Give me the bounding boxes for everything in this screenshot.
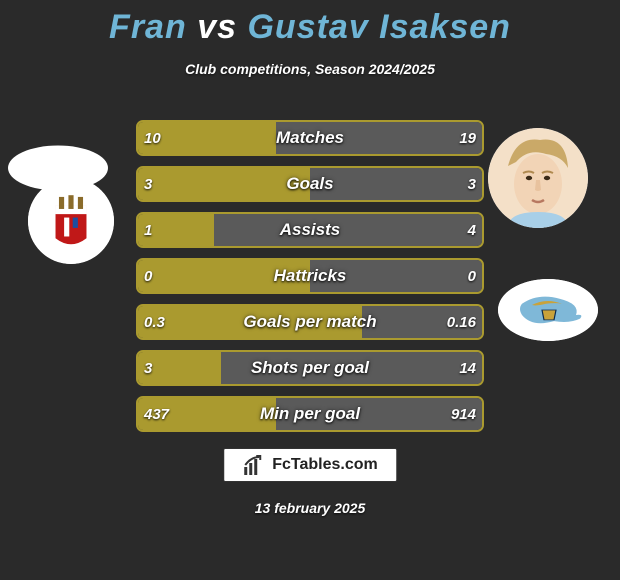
stat-row: Goals33: [136, 166, 484, 202]
stat-seg-player2: [214, 214, 482, 246]
brand-badge: FcTables.com: [223, 448, 397, 482]
player2-name: Gustav Isaksen: [247, 8, 510, 46]
stat-seg-player2: [310, 168, 482, 200]
comparison-date: 13 february 2025: [0, 500, 620, 516]
stat-bar-track: [136, 350, 484, 386]
fctables-logo-icon: [242, 453, 266, 477]
stat-seg-player2: [362, 306, 482, 338]
subtitle: Club competitions, Season 2024/2025: [0, 61, 620, 77]
stat-seg-player1: [138, 398, 276, 430]
stat-seg-player1: [138, 306, 362, 338]
stats-bars: Matches1019 Goals33 Assists14 Hattricks00 Go…: [136, 120, 484, 442]
player2-club-crest: [498, 279, 598, 341]
player1-club-crest: [28, 178, 114, 264]
stat-seg-player1: [138, 168, 310, 200]
player2-avatar: [488, 128, 588, 228]
stat-row: Matches1019: [136, 120, 484, 156]
crest-braga-icon: [28, 178, 114, 264]
stat-row: Shots per goal314: [136, 350, 484, 386]
stat-seg-player2: [276, 122, 482, 154]
stat-seg-player1: [138, 260, 310, 292]
stat-bar-track: [136, 258, 484, 294]
stat-row: Hattricks00: [136, 258, 484, 294]
comparison-title: Fran vs Gustav Isaksen: [0, 0, 620, 47]
brand-text: FcTables.com: [272, 456, 378, 474]
stat-seg-player1: [138, 122, 276, 154]
player1-name: Fran: [109, 8, 187, 46]
stat-row: Min per goal437914: [136, 396, 484, 432]
stat-seg-player1: [138, 352, 221, 384]
stat-bar-track: [136, 120, 484, 156]
stat-seg-player2: [221, 352, 482, 384]
stat-bar-track: [136, 396, 484, 432]
stat-seg-player1: [138, 214, 214, 246]
stat-bar-track: [136, 166, 484, 202]
stat-seg-player2: [276, 398, 482, 430]
stat-row: Assists14: [136, 212, 484, 248]
player2-face-icon: [488, 128, 588, 228]
crest-lazio-icon: [498, 279, 598, 341]
stat-seg-player2: [310, 260, 482, 292]
vs-text: vs: [197, 8, 237, 46]
stat-bar-track: [136, 212, 484, 248]
stat-row: Goals per match0.30.16: [136, 304, 484, 340]
stat-bar-track: [136, 304, 484, 340]
